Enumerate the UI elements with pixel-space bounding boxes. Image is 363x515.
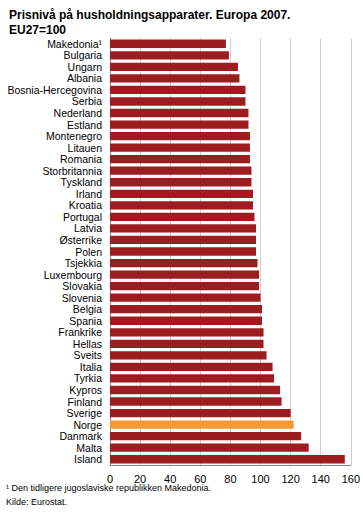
svg-text:Litauen: Litauen <box>68 142 103 154</box>
svg-text:Tsjekkia: Tsjekkia <box>65 257 103 269</box>
svg-text:Finland: Finland <box>68 396 103 408</box>
svg-text:140: 140 <box>312 473 330 485</box>
svg-text:Serbia: Serbia <box>72 95 103 107</box>
svg-text:100: 100 <box>251 473 269 485</box>
svg-text:Italia: Italia <box>80 361 102 373</box>
svg-text:Belgia: Belgia <box>73 303 102 315</box>
svg-text:EU27=100: EU27=100 <box>9 23 66 37</box>
svg-text:Albania: Albania <box>67 72 102 84</box>
svg-text:Storbritannia: Storbritannia <box>42 165 102 177</box>
svg-text:Luxembourg: Luxembourg <box>44 269 103 281</box>
svg-text:Montenegro: Montenegro <box>46 130 102 142</box>
svg-text:Estland: Estland <box>67 119 102 131</box>
svg-text:Sveits: Sveits <box>73 349 102 361</box>
svg-text:20: 20 <box>134 473 146 485</box>
svg-text:Hellas: Hellas <box>73 338 102 350</box>
svg-text:Prisnivå på husholdningsappara: Prisnivå på husholdningsapparater. Europ… <box>9 8 294 22</box>
svg-text:Ungarn: Ungarn <box>68 61 103 73</box>
svg-text:Frankrike: Frankrike <box>58 326 102 338</box>
svg-text:Irland: Irland <box>76 188 102 200</box>
svg-text:Romania: Romania <box>60 153 102 165</box>
svg-text:Portugal: Portugal <box>63 211 102 223</box>
svg-text:Makedonia¹: Makedonia¹ <box>47 38 102 50</box>
svg-text:60: 60 <box>194 473 206 485</box>
svg-text:Danmark: Danmark <box>59 430 102 442</box>
svg-text:Island: Island <box>74 453 102 465</box>
svg-text:Malta: Malta <box>76 442 102 454</box>
svg-text:Norge: Norge <box>73 419 102 431</box>
svg-text:Latvia: Latvia <box>74 222 102 234</box>
svg-text:120: 120 <box>281 473 299 485</box>
svg-text:Sverige: Sverige <box>66 407 102 419</box>
svg-text:Tyrkia: Tyrkia <box>74 372 102 384</box>
svg-text:Bulgaria: Bulgaria <box>63 49 102 61</box>
svg-text:Slovenia: Slovenia <box>62 292 102 304</box>
svg-text:Bosnia-Hercegovina: Bosnia-Hercegovina <box>7 84 102 96</box>
svg-text:Kypros: Kypros <box>69 384 102 396</box>
svg-text:Nederland: Nederland <box>54 107 103 119</box>
svg-text:¹ Den tidligere jugoslaviske r: ¹ Den tidligere jugoslaviske republikken… <box>6 482 212 493</box>
svg-text:Tyskland: Tyskland <box>61 176 103 188</box>
svg-text:Polen: Polen <box>75 246 102 258</box>
svg-text:160: 160 <box>342 473 360 485</box>
svg-text:40: 40 <box>164 473 176 485</box>
svg-text:Slovakia: Slovakia <box>62 280 102 292</box>
svg-text:Kroatia: Kroatia <box>69 199 102 211</box>
svg-text:80: 80 <box>224 473 236 485</box>
svg-text:Østerrike: Østerrike <box>59 234 102 246</box>
svg-text:Kilde: Eurostat.: Kilde: Eurostat. <box>6 497 67 507</box>
svg-text:0: 0 <box>107 473 113 485</box>
svg-text:Spania: Spania <box>69 315 102 327</box>
